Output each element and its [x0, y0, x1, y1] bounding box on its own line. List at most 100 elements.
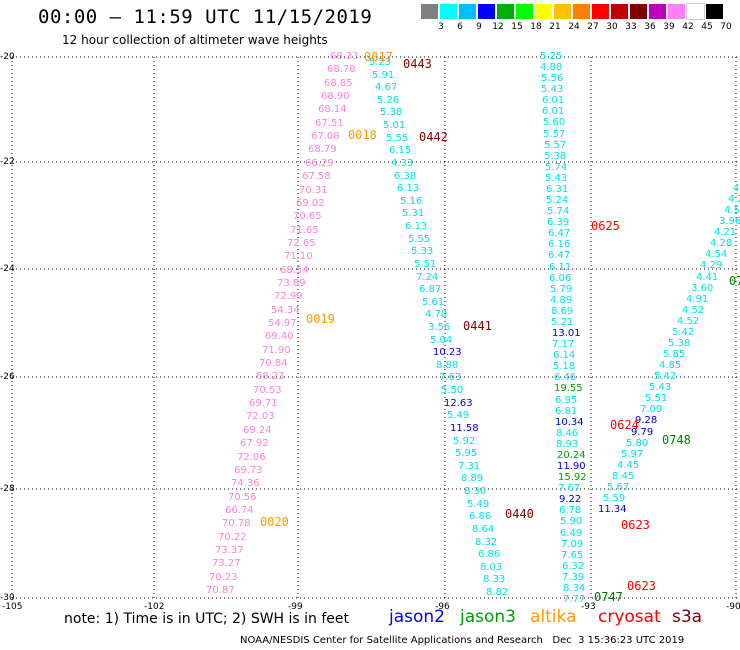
- wave-height-value: 20.24: [557, 450, 586, 461]
- scale-tick: 27: [587, 22, 599, 32]
- wave-height-value: 8.45: [612, 471, 635, 482]
- wave-height-value: 68.85: [324, 78, 353, 89]
- wave-height-value: 5.01: [383, 120, 406, 131]
- pass-0625: 0625: [591, 219, 620, 233]
- wave-height-value: 5.49: [467, 499, 490, 510]
- mission-label-cryosat: cryosat: [598, 607, 661, 627]
- wave-height-value: 54.34: [271, 305, 300, 316]
- wave-height-value: 8.03: [480, 562, 503, 573]
- pass-0019: 0019: [306, 312, 335, 326]
- wave-height-value: 5.56: [541, 73, 564, 84]
- wave-height-value: 5.60: [543, 117, 566, 128]
- wave-height-value: 9.28: [635, 415, 658, 426]
- footer-credit: NOAA/NESDIS Center for Satellite Applica…: [240, 635, 685, 646]
- wave-height-value: 8.89: [461, 473, 484, 484]
- wave-height-value: 67.92: [240, 438, 269, 449]
- wave-height-value: 70.23: [209, 572, 238, 583]
- longitude-label: -99: [288, 602, 303, 612]
- wave-height-value: 8.33: [483, 574, 506, 585]
- wave-height-value: 4.45: [617, 460, 640, 471]
- map-subtitle: 12 hour collection of altimeter wave hei…: [62, 33, 328, 47]
- wave-height-value: 68.79: [308, 144, 337, 155]
- wave-height-value: 7.24: [416, 272, 439, 283]
- wave-height-value: 8.88: [436, 360, 459, 371]
- wave-height-value: 5.24: [546, 195, 569, 206]
- wave-height-value: 5.92: [453, 436, 476, 447]
- wave-height-value: 6.11: [549, 262, 572, 273]
- scale-swatch: [686, 3, 705, 20]
- wave-height-value: 6.95: [555, 395, 578, 406]
- wave-height-value: 6.13: [397, 183, 420, 194]
- mission-label-jason3: jason3: [460, 607, 516, 627]
- pass-0623b: 0623: [627, 579, 656, 593]
- wave-height-value: 4.41: [696, 272, 719, 283]
- wave-height-value: 3.56: [428, 322, 451, 333]
- mission-label-s3a: s3a: [672, 607, 703, 627]
- scale-tick: 70: [720, 22, 732, 32]
- wave-height-value: 7.09: [640, 404, 663, 415]
- wave-height-value: 5.26: [377, 95, 400, 106]
- wave-height-value: 6.01: [542, 95, 565, 106]
- scale-swatch: [706, 4, 723, 19]
- wave-height-value: 69.02: [296, 198, 325, 209]
- wave-height-value: 19.55: [554, 383, 583, 394]
- wave-height-value: 4.5: [724, 205, 740, 216]
- wave-height-value: 6.49: [560, 528, 583, 539]
- wave-height-value: 4.70: [425, 309, 448, 320]
- scale-swatch: [592, 4, 609, 19]
- pass-0623a: 0623: [621, 518, 650, 532]
- wave-height-value: 4.33: [391, 158, 414, 169]
- wave-height-value: 4.54: [705, 249, 728, 260]
- scale-tick: 30: [606, 22, 618, 32]
- scale-swatch: [611, 4, 628, 19]
- scale-tick: 24: [568, 22, 580, 32]
- wave-height-value: 70.22: [218, 532, 247, 543]
- wave-height-value: 5.79: [550, 284, 573, 295]
- wave-height-value: 70.31: [299, 185, 328, 196]
- scale-tick: 3: [438, 22, 444, 32]
- scale-swatch: [535, 4, 552, 19]
- pass-0020: 0020: [260, 515, 289, 529]
- wave-height-value: 54.97: [268, 318, 297, 329]
- wave-height-value: 6.87: [419, 284, 442, 295]
- wave-height-value: 5.97: [621, 449, 644, 460]
- longitude-label: -105: [2, 602, 23, 612]
- wave-height-value: 6.32: [562, 561, 585, 572]
- wave-height-value: 74.36: [231, 478, 260, 489]
- wave-height-value: 5.74: [547, 206, 570, 217]
- wave-height-value: 4.52: [677, 316, 700, 327]
- wave-height-value: 11.34: [598, 504, 627, 515]
- wave-height-value: 5.21: [551, 317, 574, 328]
- wave-height-value: 6.39: [547, 217, 570, 228]
- wave-height-value: 70.84: [259, 358, 288, 369]
- wave-height-value: 5.49: [447, 410, 470, 421]
- wave-height-value: 4.91: [686, 294, 709, 305]
- pass-0440: 0440: [505, 507, 534, 521]
- scale-swatch: [459, 4, 476, 19]
- wave-height-value: 7.09: [561, 539, 584, 550]
- wave-height-value: 5.42: [672, 327, 695, 338]
- wave-height-value: 71.90: [262, 345, 291, 356]
- wave-height-value: 5.43: [545, 173, 568, 184]
- wave-height-value: 72.65: [287, 238, 316, 249]
- wave-height-value: 5.42: [654, 371, 677, 382]
- map-title: 00:00 – 11:59 UTC 11/15/2019: [38, 6, 373, 28]
- wave-height-value: 5.90: [560, 516, 583, 527]
- wave-height-value: 5.95: [455, 448, 478, 459]
- scale-tick: 39: [663, 22, 675, 32]
- wave-height-value: 7.65: [561, 550, 584, 561]
- wave-height-value: 4.89: [550, 295, 573, 306]
- latitude-label: -20: [0, 52, 15, 62]
- wave-height-value: 4.2: [728, 194, 740, 205]
- scale-tick: 15: [511, 22, 523, 32]
- pass-0442: 0442: [419, 130, 448, 144]
- wave-height-value: 8.64: [472, 524, 495, 535]
- wave-height-value: 5.04: [430, 335, 453, 346]
- wave-height-value: 6.86: [469, 511, 492, 522]
- wave-height-value: 5.57: [544, 140, 567, 151]
- wave-height-value: 5.57: [543, 129, 566, 140]
- scale-swatch: [649, 4, 666, 19]
- wave-height-value: 69.24: [243, 425, 272, 436]
- wave-height-value: 6.31: [546, 184, 569, 195]
- wave-height-value: 69.71: [249, 398, 278, 409]
